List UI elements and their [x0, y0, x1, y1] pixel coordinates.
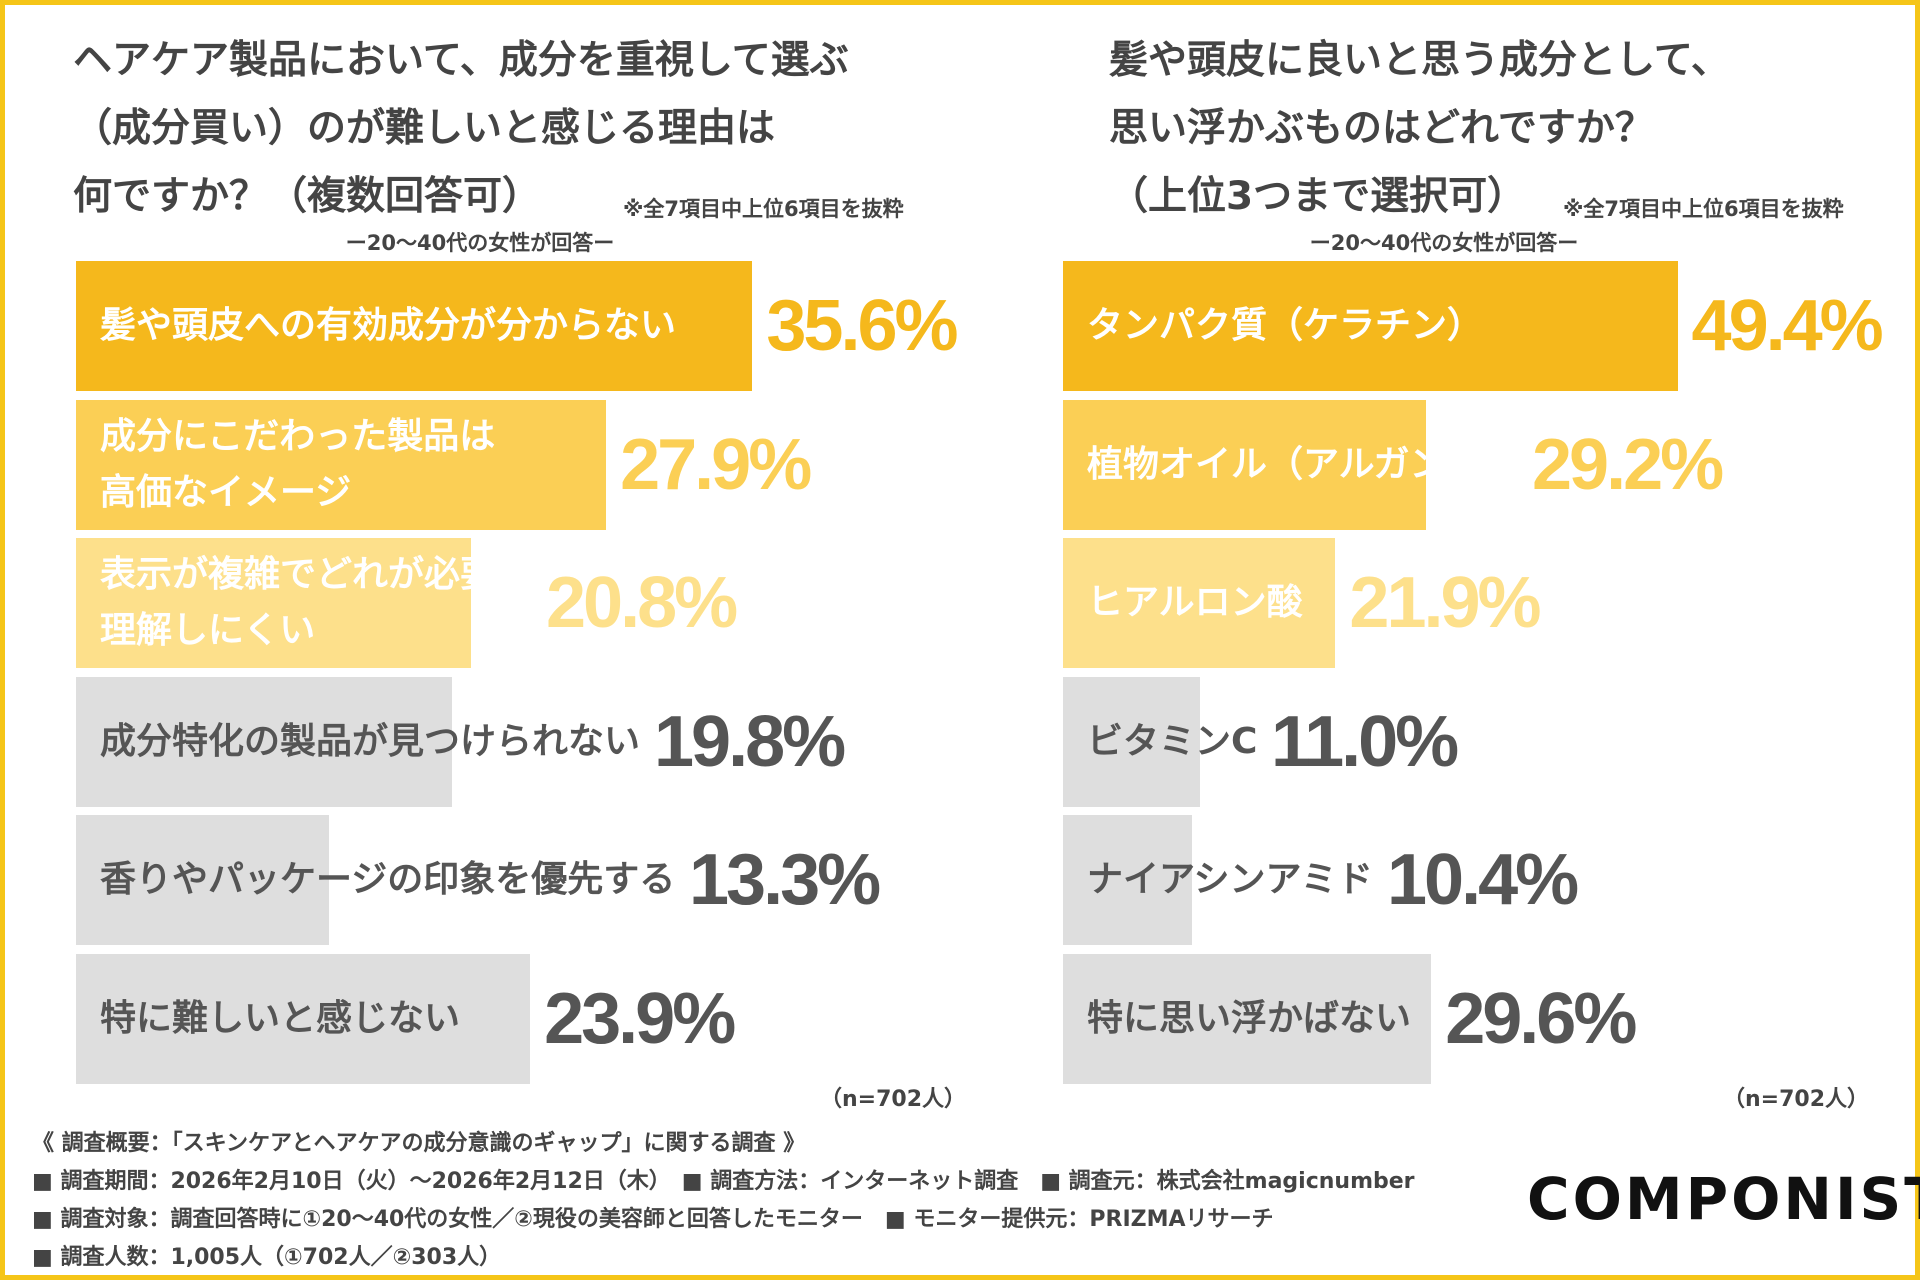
- bar: [76, 399, 607, 530]
- sample-note: （n=702人）: [1723, 1087, 1870, 1112]
- bar: [1063, 815, 1193, 945]
- value-label: 27.9%: [620, 424, 812, 505]
- value-label: 29.6%: [1445, 978, 1637, 1059]
- bar: [76, 953, 531, 1084]
- value-label: 49.4%: [1691, 286, 1884, 366]
- footer-line: ■ 調査人数：1,005人（①702人／②303人）: [32, 1245, 502, 1270]
- bar: [1063, 538, 1336, 668]
- value-label: 21.9%: [1349, 563, 1541, 643]
- footer-line: 《 調査概要：「スキンケアとヘアケアの成分意識のギャップ」に関する調査 》: [32, 1131, 806, 1156]
- bar: [1063, 261, 1678, 391]
- chart-subtitle: ー20〜40代の女性が回答ー: [1309, 231, 1579, 255]
- bar: [1063, 399, 1427, 530]
- chart-note: ※全7項目中上位6項目を抜粋: [1563, 197, 1844, 221]
- logo: COMPONIST: [1527, 1165, 1920, 1233]
- bar-label: タンパク質（ケラチン）: [1087, 305, 1484, 346]
- sample-note: （n=702人）: [820, 1087, 967, 1112]
- bar-label: 成分特化の製品が見つけられない: [100, 720, 641, 762]
- footer-line: ■ 調査対象：調査回答時に①20〜40代の女性／②現役の美容師と回答したモニター…: [32, 1207, 1274, 1232]
- bar: [1063, 953, 1432, 1084]
- value-label: 20.8%: [546, 563, 738, 643]
- bar-label: 植物オイル（アルガン等）: [1087, 443, 1518, 485]
- value-label: 13.3%: [689, 840, 881, 920]
- chart-title: 髪や頭皮に良いと思う成分として、: [1109, 38, 1730, 83]
- bar-label: 成分にこだわった製品は 高価なイメージ: [100, 415, 496, 513]
- bar-label: 特に思い浮かばない: [1087, 997, 1412, 1039]
- footer-line: ■ 調査期間：2026年2月10日（火）～2026年2月12日（木） ■ 調査方…: [32, 1169, 1415, 1194]
- value-label: 19.8%: [654, 701, 846, 782]
- chart-title: （成分買い）のが難しいと感じる理由は: [73, 106, 776, 151]
- chart-title: 思い浮かぶものはどれですか？: [1109, 106, 1654, 151]
- bar: [76, 815, 329, 945]
- bar-label: ナイアシンアミド: [1087, 859, 1373, 900]
- chart-subtitle: ー20〜40代の女性が回答ー: [345, 231, 615, 255]
- bar: [76, 676, 453, 807]
- value-label: 11.0%: [1271, 701, 1459, 782]
- chart-note: ※全7項目中上位6項目を抜粋: [623, 197, 904, 221]
- chart-title: （上位3つまで選択可）: [1109, 174, 1527, 219]
- chart-title: 何ですか？（複数回答可）: [73, 174, 542, 219]
- chart-title: ヘアケア製品において、成分を重視して選ぶ: [73, 38, 849, 83]
- bar: [76, 538, 472, 668]
- bar-label: 特に難しいと感じない: [100, 997, 461, 1039]
- value-label: 35.6%: [766, 286, 958, 366]
- bar-label: ビタミンC: [1087, 720, 1258, 762]
- bar: [1063, 676, 1200, 807]
- bar-label: 香りやパッケージの印象を優先する: [100, 859, 676, 900]
- bar: [76, 261, 753, 391]
- bar-label: 表示が複雑でどれが必要か 理解しにくい: [100, 554, 533, 651]
- value-label: 10.4%: [1387, 840, 1579, 920]
- bar-label: 髪や頭皮への有効成分が分からない: [100, 305, 677, 346]
- value-label: 29.2%: [1532, 424, 1724, 505]
- bar-label: ヒアルロン酸: [1087, 582, 1303, 623]
- value-label: 23.9%: [544, 978, 736, 1059]
